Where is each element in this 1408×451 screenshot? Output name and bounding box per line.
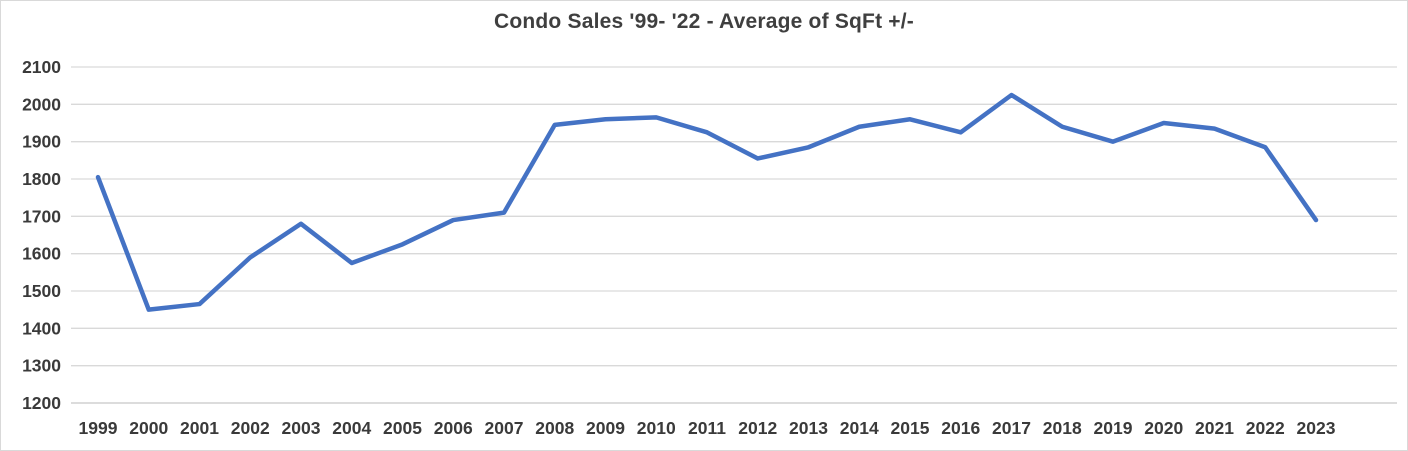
y-tick-label: 2000	[22, 94, 61, 114]
y-tick-label: 1500	[22, 281, 61, 301]
x-tick-label: 2023	[1297, 418, 1336, 438]
x-tick-label: 2014	[840, 418, 879, 438]
y-tick-label: 1900	[22, 132, 61, 152]
x-tick-label: 2018	[1043, 418, 1082, 438]
x-tick-label: 2011	[688, 418, 726, 438]
x-tick-label: 2015	[891, 418, 930, 438]
x-tick-label: 1999	[79, 418, 118, 438]
x-tick-label: 2021	[1195, 418, 1234, 438]
y-tick-label: 2100	[22, 57, 61, 77]
x-tick-label: 2009	[586, 418, 625, 438]
x-tick-label: 2010	[637, 418, 676, 438]
x-tick-label: 2003	[282, 418, 321, 438]
x-tick-label: 2012	[738, 418, 777, 438]
x-tick-label: 2006	[434, 418, 473, 438]
x-tick-label: 2007	[485, 418, 524, 438]
y-tick-label: 1700	[22, 206, 61, 226]
x-tick-label: 2005	[383, 418, 422, 438]
y-tick-label: 1300	[22, 356, 61, 376]
y-tick-label: 1600	[22, 244, 61, 264]
x-tick-label: 2008	[535, 418, 574, 438]
x-tick-label: 2022	[1246, 418, 1285, 438]
x-tick-label: 2020	[1144, 418, 1183, 438]
x-tick-label: 2016	[941, 418, 980, 438]
y-tick-label: 1800	[22, 169, 61, 189]
x-tick-label: 2001	[180, 418, 219, 438]
y-tick-label: 1400	[22, 318, 61, 338]
y-tick-label: 1200	[22, 393, 61, 413]
x-tick-label: 2000	[129, 418, 168, 438]
series-line-avg-sqft	[95, 92, 1319, 312]
x-tick-label: 2013	[789, 418, 828, 438]
x-tick-label: 2002	[231, 418, 270, 438]
x-tick-label: 2004	[332, 418, 371, 438]
x-tick-label: 2019	[1094, 418, 1133, 438]
chart-title: Condo Sales '99- '22 - Average of SqFt +…	[493, 10, 914, 33]
x-tick-label: 2017	[992, 418, 1031, 438]
